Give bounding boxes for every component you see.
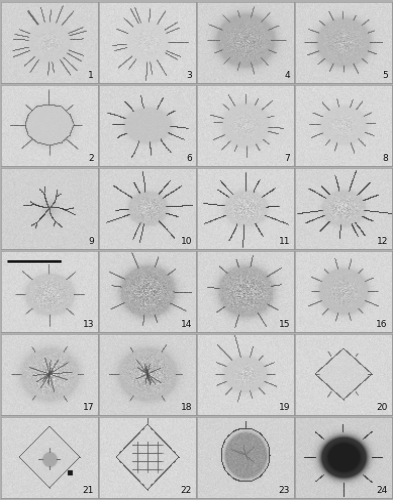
Text: 8: 8: [382, 154, 388, 163]
Text: 16: 16: [376, 320, 388, 329]
Text: 21: 21: [83, 486, 94, 495]
Text: 15: 15: [279, 320, 290, 329]
Text: 9: 9: [88, 237, 94, 246]
Text: 12: 12: [376, 237, 388, 246]
Text: 20: 20: [376, 403, 388, 412]
Text: 18: 18: [180, 403, 192, 412]
Text: 17: 17: [83, 403, 94, 412]
Text: 4: 4: [285, 71, 290, 80]
Text: 23: 23: [279, 486, 290, 495]
Text: 13: 13: [83, 320, 94, 329]
Text: 22: 22: [181, 486, 192, 495]
Text: 2: 2: [88, 154, 94, 163]
Text: 10: 10: [180, 237, 192, 246]
Text: 14: 14: [181, 320, 192, 329]
Text: 3: 3: [186, 71, 192, 80]
Text: 5: 5: [382, 71, 388, 80]
Text: 6: 6: [186, 154, 192, 163]
Text: 11: 11: [279, 237, 290, 246]
Text: 24: 24: [377, 486, 388, 495]
Text: 19: 19: [279, 403, 290, 412]
Text: 1: 1: [88, 71, 94, 80]
Text: 7: 7: [284, 154, 290, 163]
